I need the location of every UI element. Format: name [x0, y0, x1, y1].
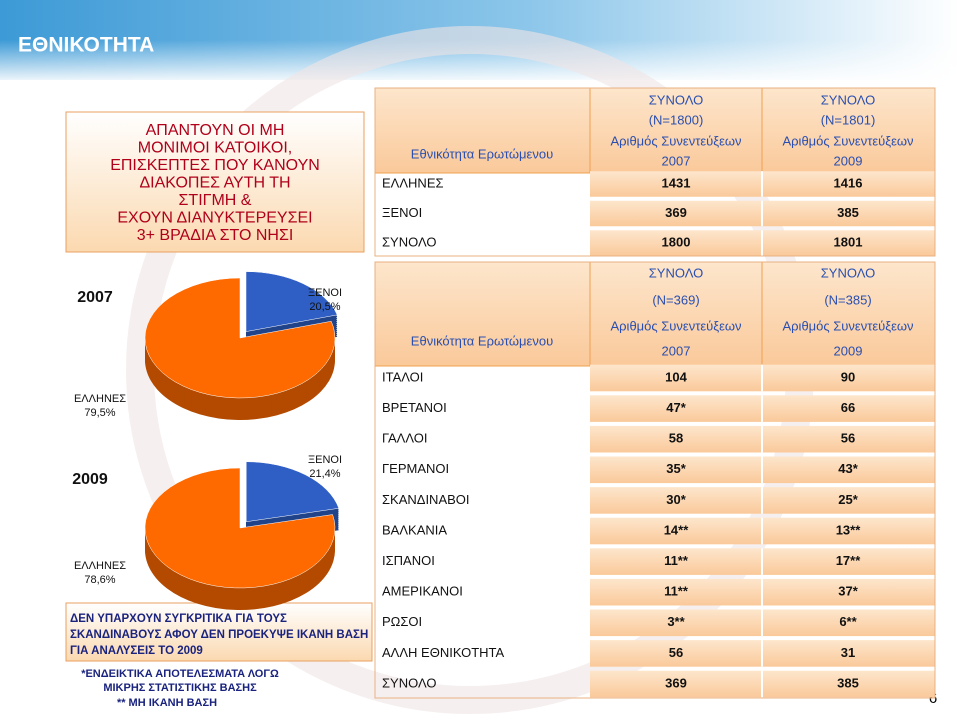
table-column-header: ΣΥΝΟΛΟ: [649, 92, 704, 107]
table-cell: 385: [837, 675, 859, 690]
table-column-header: ΣΥΝΟΛΟ: [821, 265, 876, 280]
table-column-header: (N=385): [824, 292, 871, 307]
table-row-label: ΙΣΠΑΝΟΙ: [382, 553, 435, 568]
pie-value-label: 78,6%: [84, 574, 115, 586]
pie-slice: [245, 461, 340, 523]
table-cell: 11**: [664, 553, 689, 568]
slide-title: ΕΘΝΙΚΟΤΗΤΑ: [18, 34, 154, 57]
table-cell: 1800: [662, 234, 691, 249]
table-cell: 37*: [838, 584, 858, 599]
pie-title: 2009: [72, 471, 108, 488]
table-cell: 30*: [666, 492, 686, 507]
table-column-header: ΣΥΝΟΛΟ: [821, 92, 876, 107]
pie-label: ΕΛΛΗΝΕΣ: [74, 393, 126, 405]
table-cell: 369: [665, 205, 687, 220]
table-cell: 3**: [667, 614, 685, 629]
pie-label: ΞΕΝΟΙ: [308, 454, 342, 466]
table-column-header: Αριθμός Συνεντεύξεων: [610, 133, 741, 148]
table-column-header: Αριθμός Συνεντεύξεων: [782, 318, 913, 333]
table-header-bg: [374, 87, 936, 174]
table-row-label: ΑΛΛΗ ΕΘΝΙΚΟΤΗΤΑ: [382, 645, 505, 660]
table-column-header: ΣΥΝΟΛΟ: [649, 265, 704, 280]
table-column-header: (N=1800): [649, 112, 704, 127]
callout-box: [65, 111, 365, 253]
table-cell: 13**: [836, 522, 862, 537]
table-row-label: ΣΥΝΟΛΟ: [382, 234, 437, 249]
table-cell: 47*: [666, 400, 686, 415]
table-row-label: ΞΕΝΟΙ: [382, 205, 422, 220]
table-column-header: 2007: [662, 153, 691, 168]
table-cell: 1416: [834, 175, 863, 190]
note-line: ΣΚΑΝΔΙΝΑΒΟΥΣ ΑΦΟΥ ΔΕΝ ΠΡΟΕΚΥΨΕ ΙΚΑΝΗ ΒΑΣ…: [70, 629, 368, 641]
callout-line: ΣΤΙΓΜΗ &: [179, 192, 252, 209]
callout-line: ΔΙΑΚΟΠΕΣ ΑΥΤΗ ΤΗ: [139, 175, 290, 192]
table-column-header: 2009: [834, 343, 863, 358]
table-cell: 56: [669, 645, 683, 660]
table-header-bg: [374, 261, 936, 367]
pie-value-label: 20,5%: [309, 301, 340, 313]
pie-value-label: 21,4%: [309, 468, 340, 480]
table-row-label: ΓΕΡΜΑΝΟΙ: [382, 461, 449, 476]
table-cell: 56: [841, 431, 855, 446]
note-box: [65, 602, 373, 662]
table-header-label: Εθνικότητα Ερωτώμενου: [411, 146, 553, 161]
table-cell: 385: [837, 205, 859, 220]
table-row-label: ΣΚΑΝΔΙΝΑΒΟΙ: [382, 492, 470, 507]
table-cell: 43*: [838, 461, 858, 476]
pie-slice: [245, 271, 338, 332]
table-column-header: Αριθμός Συνεντεύξεων: [610, 318, 741, 333]
pie-label: ΕΛΛΗΝΕΣ: [74, 560, 126, 572]
pie-slice: [144, 277, 336, 399]
table-border: [374, 261, 936, 699]
table-cell: 1801: [834, 234, 863, 249]
table-row-label: ΕΛΛΗΝΕΣ: [382, 175, 444, 190]
callout-line: 3+ ΒΡΑΔΙΑ ΣΤΟ ΝΗΣΙ: [137, 227, 294, 244]
table-cell: 11**: [664, 584, 689, 599]
callout-line: ΜΟΝΙΜΟΙ ΚΑΤΟΙΚΟΙ,: [138, 140, 292, 157]
table-row-label: ΒΑΛΚΑΝΙΑ: [382, 522, 447, 537]
table-cell: 90: [841, 369, 855, 384]
table-cell: 1431: [662, 175, 691, 190]
table-cell: 104: [665, 369, 687, 384]
pie-title: 2007: [77, 289, 113, 306]
table-cell: 31: [841, 645, 855, 660]
table-cell: 17**: [836, 553, 862, 568]
table-column-header: 2007: [662, 343, 691, 358]
pie-value-label: 79,5%: [84, 407, 115, 419]
callout-line: ΕΠΙΣΚΕΠΤΕΣ ΠΟΥ ΚΑΝΟΥΝ: [110, 157, 320, 174]
table-column-header: (N=369): [652, 292, 699, 307]
table-cell: 14**: [664, 522, 690, 537]
footnote: ** ΜΗ ΙΚΑΝΗ ΒΑΣΗ: [117, 697, 217, 709]
callout-line: ΑΠΑΝΤΟΥΝ ΟΙ ΜΗ: [146, 122, 285, 139]
note-line: ΔΕΝ ΥΠΑΡΧΟΥΝ ΣΥΓΚΡΙΤΙΚΑ ΓΙΑ ΤΟΥΣ: [70, 613, 287, 625]
table-column-header: Αριθμός Συνεντεύξεων: [782, 133, 913, 148]
callout-line: ΕΧΟΥΝ ΔΙΑΝΥΚΤΕΡΕΥΣΕΙ: [117, 210, 312, 227]
table-row-label: ΑΜΕΡΙΚΑΝΟΙ: [382, 584, 463, 599]
table-cell: 6**: [839, 614, 857, 629]
table-header-label: Εθνικότητα Ερωτώμενου: [411, 333, 553, 348]
table-cell: 66: [841, 400, 855, 415]
footnote: ΜΙΚΡΗΣ ΣΤΑΤΙΣΤΙΚΗΣ ΒΑΣΗΣ: [103, 682, 257, 694]
table-row-label: ΓΑΛΛΟΙ: [382, 431, 427, 446]
table-cell: 35*: [666, 461, 686, 476]
pie-slice: [144, 467, 336, 589]
note-line: ΓΙΑ ΑΝΑΛΥΣΕΙΣ ΤΟ 2009: [70, 645, 203, 657]
table-cell: 58: [669, 431, 683, 446]
table-cell: 369: [665, 675, 687, 690]
table-row-label: ΙΤΑΛΟΙ: [382, 369, 423, 384]
table-row-label: ΡΩΣΟΙ: [382, 614, 422, 629]
table-column-header: 2009: [834, 153, 863, 168]
table-cell: 25*: [838, 492, 858, 507]
table-row-label: ΣΥΝΟΛΟ: [382, 675, 437, 690]
pie-label: ΞΕΝΟΙ: [308, 287, 342, 299]
table-border: [374, 87, 936, 257]
table-row-label: ΒΡΕΤΑΝΟΙ: [382, 400, 447, 415]
footnote: *ΕΝΔΕΙΚΤΙΚΑ ΑΠΟΤΕΛΕΣΜΑΤΑ ΛΟΓΩ: [81, 668, 279, 680]
table-column-header: (N=1801): [821, 112, 876, 127]
